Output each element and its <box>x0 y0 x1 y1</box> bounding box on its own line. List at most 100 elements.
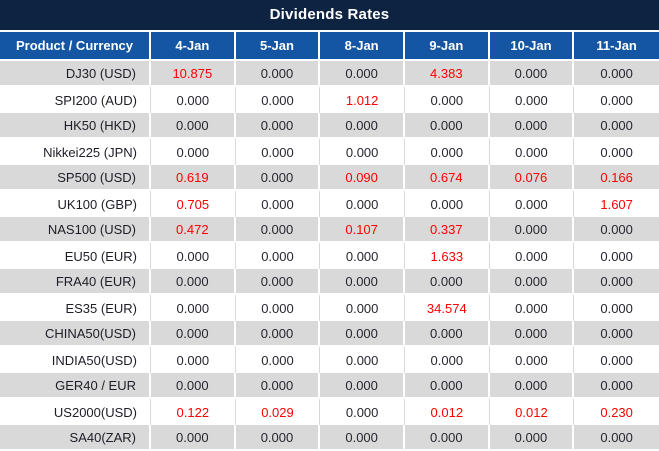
value-cell: 0.000 <box>320 139 405 165</box>
value-cell: 0.000 <box>489 295 575 321</box>
value-cell: 0.000 <box>574 373 659 399</box>
table-row: CHINA50(USD) 0.000 0.000 0.000 0.000 0.000 0.0… <box>0 321 659 347</box>
value-cell: 0.000 <box>489 139 575 165</box>
value-cell: 0.000 <box>151 113 236 139</box>
value-cell: 0.000 <box>320 61 405 87</box>
value-cell: 0.000 <box>151 321 236 347</box>
value-cell: 1.012 <box>320 87 405 113</box>
value-cell: 0.705 <box>151 191 236 217</box>
value-cell: 0.000 <box>320 113 405 139</box>
date-header-cell: 4-Jan <box>151 32 236 61</box>
table-row: EU50 (EUR) 0.000 0.000 0.000 1.633 0.000 0.000 <box>0 243 659 269</box>
product-cell: INDIA50(USD) <box>0 347 151 373</box>
product-cell: UK100 (GBP) <box>0 191 151 217</box>
product-cell: FRA40 (EUR) <box>0 269 151 295</box>
value-cell: 0.000 <box>151 139 236 165</box>
value-cell: 0.000 <box>489 347 575 373</box>
header-row: Product / Currency 4-Jan 5-Jan 8-Jan 9-Jan 1… <box>0 32 659 61</box>
product-cell: HK50 (HKD) <box>0 113 151 139</box>
value-cell: 0.000 <box>235 425 321 451</box>
product-cell: US2000(USD) <box>0 399 151 425</box>
table-row: DJ30 (USD) 10.875 0.000 0.000 4.383 0.000 0.00… <box>0 61 659 87</box>
value-cell: 0.000 <box>489 321 575 347</box>
title-bar: Dividends Rates <box>0 0 659 32</box>
product-cell: DJ30 (USD) <box>0 61 151 87</box>
value-cell: 0.000 <box>489 113 575 139</box>
value-cell: 0.000 <box>320 347 405 373</box>
value-cell: 0.166 <box>574 165 659 191</box>
value-cell: 0.000 <box>320 321 405 347</box>
product-cell: EU50 (EUR) <box>0 243 151 269</box>
value-cell: 0.000 <box>151 425 236 451</box>
value-cell: 0.000 <box>235 347 321 373</box>
value-cell: 0.000 <box>489 217 575 243</box>
table-body: DJ30 (USD) 10.875 0.000 0.000 4.383 0.000 0.00… <box>0 61 659 451</box>
product-cell: Nikkei225 (JPN) <box>0 139 151 165</box>
value-cell: 0.000 <box>235 113 321 139</box>
value-cell: 0.000 <box>151 87 236 113</box>
table-row: US2000(USD) 0.122 0.029 0.000 0.012 0.012 0.23… <box>0 399 659 425</box>
value-cell: 0.000 <box>151 243 236 269</box>
value-cell: 0.000 <box>574 87 659 113</box>
table-row: SP500 (USD) 0.619 0.000 0.090 0.674 0.076 0.16… <box>0 165 659 191</box>
value-cell: 0.000 <box>489 87 575 113</box>
table-row: NAS100 (USD) 0.472 0.000 0.107 0.337 0.000 0.0… <box>0 217 659 243</box>
rates-table: Product / Currency 4-Jan 5-Jan 8-Jan 9-Jan 1… <box>0 32 659 451</box>
value-cell: 0.000 <box>489 61 575 87</box>
product-cell: ES35 (EUR) <box>0 295 151 321</box>
value-cell: 0.230 <box>574 399 659 425</box>
value-cell: 1.607 <box>574 191 659 217</box>
value-cell: 0.090 <box>320 165 405 191</box>
value-cell: 0.674 <box>404 165 490 191</box>
table-row: FRA40 (EUR) 0.000 0.000 0.000 0.000 0.000 0.00… <box>0 269 659 295</box>
value-cell: 0.000 <box>574 321 659 347</box>
value-cell: 0.000 <box>404 113 490 139</box>
table-header: Product / Currency 4-Jan 5-Jan 8-Jan 9-Jan 1… <box>0 32 659 61</box>
value-cell: 0.000 <box>489 425 575 451</box>
value-cell: 0.000 <box>489 243 575 269</box>
value-cell: 0.000 <box>404 269 490 295</box>
value-cell: 0.000 <box>574 347 659 373</box>
value-cell: 0.000 <box>151 269 236 295</box>
date-header-cell: 9-Jan <box>404 32 490 61</box>
product-cell: SP500 (USD) <box>0 165 151 191</box>
value-cell: 0.000 <box>574 425 659 451</box>
value-cell: 0.619 <box>151 165 236 191</box>
date-header-cell: 10-Jan <box>489 32 575 61</box>
value-cell: 0.000 <box>320 373 405 399</box>
value-cell: 0.000 <box>235 165 321 191</box>
value-cell: 0.000 <box>404 425 490 451</box>
value-cell: 4.383 <box>404 61 490 87</box>
value-cell: 0.000 <box>235 61 321 87</box>
value-cell: 0.000 <box>320 191 405 217</box>
table-row: ES35 (EUR) 0.000 0.000 0.000 34.574 0.000 0.00… <box>0 295 659 321</box>
value-cell: 0.000 <box>235 373 321 399</box>
value-cell: 0.000 <box>151 347 236 373</box>
value-cell: 0.000 <box>151 373 236 399</box>
table-row: UK100 (GBP) 0.705 0.000 0.000 0.000 0.000 1.60… <box>0 191 659 217</box>
value-cell: 34.574 <box>404 295 490 321</box>
product-cell: SA40(ZAR) <box>0 425 151 451</box>
date-header-cell: 8-Jan <box>320 32 405 61</box>
value-cell: 0.000 <box>574 113 659 139</box>
page-title: Dividends Rates <box>269 6 390 23</box>
value-cell: 0.122 <box>151 399 236 425</box>
table-row: GER40 / EUR 0.000 0.000 0.000 0.000 0.000 0.00… <box>0 373 659 399</box>
value-cell: 0.000 <box>404 373 490 399</box>
value-cell: 0.000 <box>489 191 575 217</box>
table-row: SA40(ZAR) 0.000 0.000 0.000 0.000 0.000 0.000 <box>0 425 659 451</box>
value-cell: 0.000 <box>574 269 659 295</box>
value-cell: 0.000 <box>320 295 405 321</box>
value-cell: 10.875 <box>151 61 236 87</box>
value-cell: 0.000 <box>235 269 321 295</box>
value-cell: 0.337 <box>404 217 490 243</box>
product-cell: GER40 / EUR <box>0 373 151 399</box>
value-cell: 0.000 <box>489 269 575 295</box>
value-cell: 0.000 <box>404 191 490 217</box>
value-cell: 0.000 <box>574 61 659 87</box>
value-cell: 0.029 <box>235 399 321 425</box>
value-cell: 0.000 <box>235 243 321 269</box>
date-header-cell: 11-Jan <box>574 32 659 61</box>
value-cell: 0.000 <box>235 191 321 217</box>
value-cell: 0.000 <box>404 321 490 347</box>
